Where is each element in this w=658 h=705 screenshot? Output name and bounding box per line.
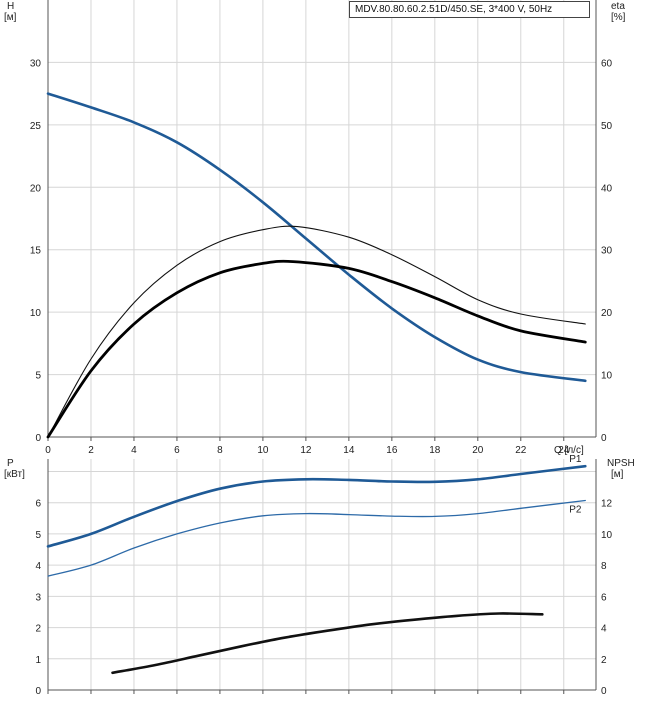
x-tick-label: 20 [472,445,484,456]
x-tick-label: 22 [515,445,527,456]
x-tick-label: 24 [558,445,570,456]
y2-axis-unit: [м] [611,469,624,480]
y-tick-label: 2 [35,624,41,635]
y2-tick-label: 50 [601,121,613,132]
series-label-p2: P2 [569,505,582,516]
series-line-p2 [47,499,586,577]
y2-tick-label: 4 [601,624,607,635]
x-tick-label: 0 [45,445,51,456]
y2-axis-unit: [%] [611,12,626,23]
y-tick-label: 0 [35,686,41,697]
y-axis-label: P [7,458,14,469]
series-line-eta-curve-thin [47,225,586,438]
y2-tick-label: 0 [601,433,607,444]
x-tick-label: 12 [300,445,312,456]
x-tick-label: 4 [131,445,137,456]
y2-tick-label: 40 [601,183,613,194]
y2-tick-label: 8 [601,561,607,572]
y-tick-label: 20 [30,183,42,194]
y2-tick-label: 30 [601,246,613,257]
y-tick-label: 1 [35,655,41,666]
y-tick-label: 25 [30,121,42,132]
y-tick-label: 3 [35,592,41,603]
y-tick-label: 15 [30,246,42,257]
series-line-h-curve [46,92,587,383]
y-tick-label: 5 [35,530,41,541]
x-tick-label: 6 [174,445,180,456]
y2-tick-label: 12 [601,499,613,510]
y-tick-label: 10 [30,308,42,319]
y-axis-label: H [7,1,14,12]
y-tick-label: 6 [35,499,41,510]
y2-axis-label: eta [611,1,625,12]
y-axis-unit: [кВт] [4,469,25,480]
y2-tick-label: 2 [601,655,607,666]
y-axis-unit: [м] [4,12,17,23]
y2-tick-label: 20 [601,308,613,319]
x-tick-label: 2 [88,445,94,456]
x-tick-label: 10 [257,445,269,456]
series-label-p1: P1 [569,454,582,465]
y2-axis-label: NPSH [607,458,635,469]
y-tick-label: 30 [30,58,42,69]
series-line-npsh-curve [111,612,544,675]
x-tick-label: 14 [343,445,355,456]
series-line-p1 [46,464,587,548]
y-tick-label: 4 [35,561,41,572]
x-tick-label: 16 [386,445,398,456]
y2-tick-label: 0 [601,686,607,697]
y2-tick-label: 10 [601,530,613,541]
x-axis-label: Q [л/с] [554,445,584,456]
y-tick-label: 0 [35,433,41,444]
y2-tick-label: 60 [601,58,613,69]
y2-tick-label: 10 [601,371,613,382]
y2-tick-label: 6 [601,592,607,603]
x-tick-label: 8 [217,445,223,456]
y-tick-label: 5 [35,371,41,382]
x-tick-label: 18 [429,445,441,456]
chart-title: MDV.80.80.60.2.51D/450.SE, 3*400 V, 50Hz [349,1,590,18]
series-line-eta-curve-bold [46,259,587,439]
